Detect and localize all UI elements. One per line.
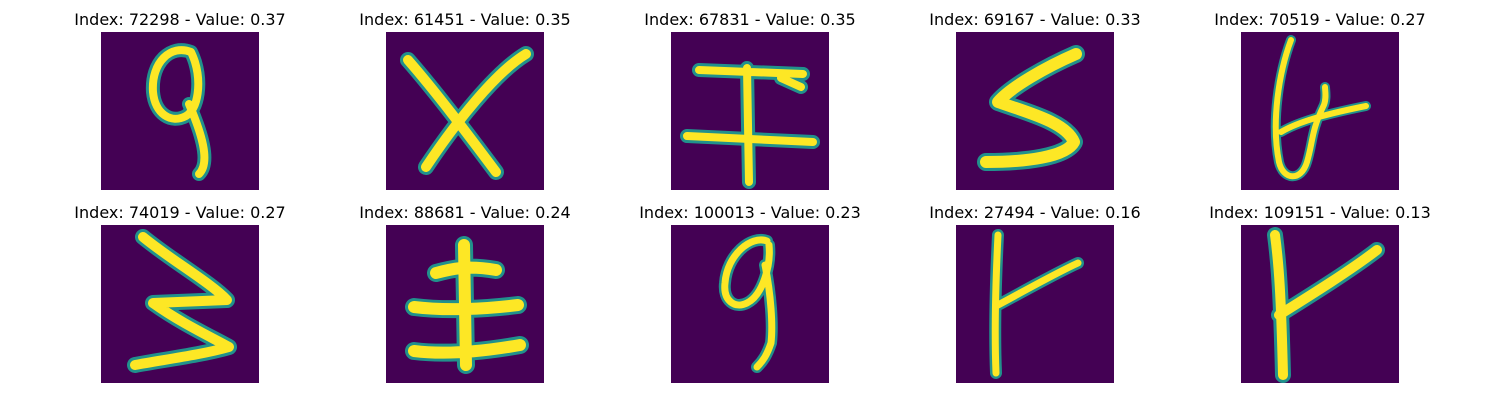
glyph-nine-like <box>145 43 212 181</box>
image-panel-4: Index: 69167 - Value: 0.33 <box>900 10 1170 200</box>
character-image <box>386 225 544 383</box>
glyph-earth-like <box>405 236 529 374</box>
character-image <box>1241 32 1399 190</box>
panel-title: Index: 70519 - Value: 0.27 <box>1214 10 1426 29</box>
image-panel-9: Index: 27494 - Value: 0.16 <box>900 203 1170 393</box>
character-image <box>1241 225 1399 383</box>
image-panel-8: Index: 100013 - Value: 0.23 <box>615 203 885 393</box>
panel-title: Index: 72298 - Value: 0.37 <box>74 10 286 29</box>
panel-title: Index: 27494 - Value: 0.16 <box>929 203 1141 222</box>
glyph-s-like <box>977 45 1085 171</box>
character-image <box>956 32 1114 190</box>
glyph-nine-like <box>718 233 778 373</box>
panel-title: Index: 74019 - Value: 0.27 <box>74 203 286 222</box>
panel-title: Index: 100013 - Value: 0.23 <box>639 203 861 222</box>
glyph-zigzag <box>127 229 237 373</box>
character-image <box>101 225 259 383</box>
character-image <box>101 32 259 190</box>
character-image <box>386 32 544 190</box>
panel-title: Index: 61451 - Value: 0.35 <box>359 10 571 29</box>
glyph-six-with-cross <box>1270 35 1371 182</box>
glyph-y-like <box>989 229 1084 379</box>
panel-title: Index: 67831 - Value: 0.35 <box>644 10 856 29</box>
character-image <box>956 225 1114 383</box>
character-image <box>671 225 829 383</box>
panel-title: Index: 88681 - Value: 0.24 <box>359 203 571 222</box>
glyph-y-like <box>1267 227 1385 383</box>
panel-title: Index: 69167 - Value: 0.33 <box>929 10 1141 29</box>
image-panel-6: Index: 74019 - Value: 0.27 <box>45 203 315 393</box>
image-panel-1: Index: 72298 - Value: 0.37 <box>45 10 315 200</box>
character-image <box>671 32 829 190</box>
glyph-x <box>400 46 534 180</box>
image-panel-7: Index: 88681 - Value: 0.24 <box>330 203 600 393</box>
panel-title: Index: 109151 - Value: 0.13 <box>1209 203 1431 222</box>
image-panel-2: Index: 61451 - Value: 0.35 <box>330 10 600 200</box>
image-panel-5: Index: 70519 - Value: 0.27 <box>1185 10 1455 200</box>
glyph-double-bar-cross <box>680 61 820 189</box>
image-panel-10: Index: 109151 - Value: 0.13 <box>1185 203 1455 393</box>
image-panel-3: Index: 67831 - Value: 0.35 <box>615 10 885 200</box>
